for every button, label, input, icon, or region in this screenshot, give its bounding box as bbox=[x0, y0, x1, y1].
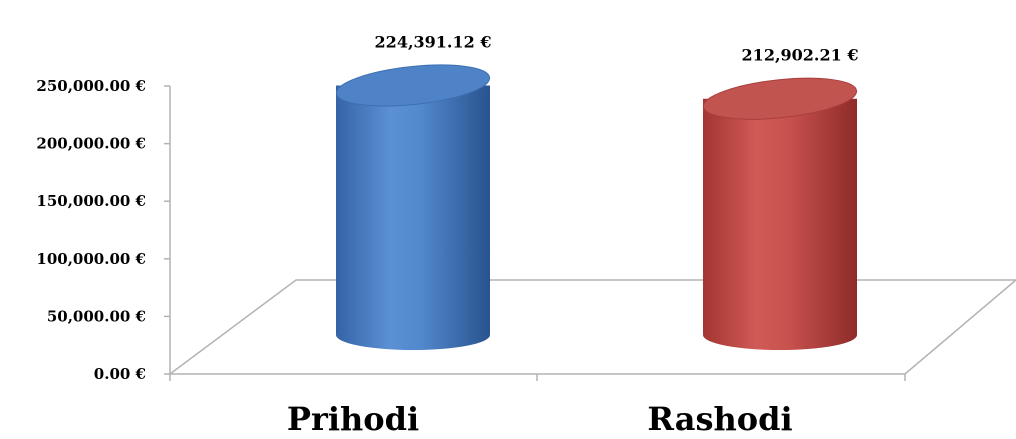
x-category-label: Rashodi bbox=[647, 400, 792, 438]
y-tick-label: 150,000.00 € bbox=[36, 192, 146, 210]
bar-top bbox=[702, 77, 858, 120]
y-tick-label: 200,000.00 € bbox=[36, 135, 146, 153]
x-tick-group bbox=[169, 374, 906, 381]
y-tick-label: 0.00 € bbox=[94, 365, 146, 383]
bar-prihodi bbox=[335, 64, 491, 350]
y-tick-label: 100,000.00 € bbox=[36, 250, 146, 268]
bar-body bbox=[703, 98, 857, 350]
y-tick-label: 250,000.00 € bbox=[36, 77, 146, 95]
data-label: 212,902.21 € bbox=[742, 46, 859, 65]
x-category-label: Prihodi bbox=[287, 400, 419, 438]
data-label: 224,391.12 € bbox=[375, 33, 492, 52]
bars-group: 224,391.12 € 212,902.21 € bbox=[335, 33, 859, 350]
bar-top bbox=[335, 64, 491, 107]
bar-body bbox=[336, 85, 490, 350]
y-tick-label: 50,000.00 € bbox=[47, 307, 146, 325]
chart-floor bbox=[167, 279, 1016, 375]
x-label-group: Prihodi Rashodi bbox=[287, 400, 793, 438]
y-tick-group: 0.00 € 50,000.00 € 100,000.00 € 150,000.00 … bbox=[36, 77, 170, 383]
bar-rashodi bbox=[702, 77, 858, 350]
